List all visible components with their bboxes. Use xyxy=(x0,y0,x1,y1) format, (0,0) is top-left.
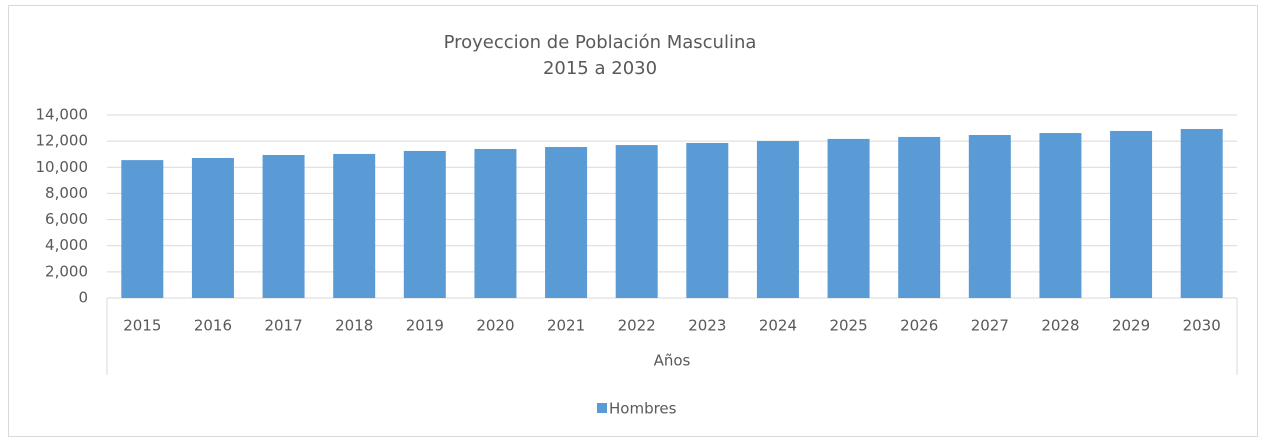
x-tick-label: 2021 xyxy=(547,317,585,335)
bar xyxy=(898,136,941,298)
x-tick-label: 2029 xyxy=(1112,317,1150,335)
bar xyxy=(686,142,729,298)
y-tick-label: 14,000 xyxy=(36,106,89,124)
x-tick-label: 2020 xyxy=(476,317,514,335)
bar xyxy=(191,158,234,298)
x-tick-label: 2018 xyxy=(335,317,373,335)
y-tick-label: 8,000 xyxy=(45,184,88,202)
x-tick-label: 2025 xyxy=(829,317,867,335)
y-tick-label: 2,000 xyxy=(45,262,88,280)
chart-subtitle: 2015 a 2030 xyxy=(543,58,657,79)
bar xyxy=(262,154,305,298)
bar xyxy=(121,160,164,298)
x-tick-label: 2015 xyxy=(123,317,161,335)
x-tick-label: 2028 xyxy=(1041,317,1079,335)
bar xyxy=(827,138,870,298)
x-tick-label: 2022 xyxy=(618,317,656,335)
bar xyxy=(474,148,517,298)
chart-title: Proyeccion de Población Masculina xyxy=(444,32,757,53)
bar xyxy=(403,150,446,298)
y-tick-label: 10,000 xyxy=(36,158,89,176)
bar xyxy=(333,153,376,298)
x-tick-label: 2027 xyxy=(971,317,1009,335)
x-axis-label: Años xyxy=(654,352,691,370)
x-tick-label: 2030 xyxy=(1183,317,1221,335)
bar xyxy=(545,147,588,298)
x-tick-label: 2026 xyxy=(900,317,938,335)
y-tick-label: 4,000 xyxy=(45,236,88,254)
bar xyxy=(756,141,799,298)
bar xyxy=(1180,128,1223,298)
bar xyxy=(1039,133,1082,298)
x-tick-label: 2024 xyxy=(759,317,797,335)
legend-swatch xyxy=(597,403,607,413)
y-tick-label: 12,000 xyxy=(36,132,89,150)
x-tick-label: 2017 xyxy=(264,317,302,335)
bar xyxy=(968,134,1011,298)
x-tick-label: 2016 xyxy=(194,317,232,335)
x-tick-label: 2019 xyxy=(406,317,444,335)
x-tick-label: 2023 xyxy=(688,317,726,335)
legend-label: Hombres xyxy=(609,400,677,418)
bar xyxy=(615,145,658,298)
bar xyxy=(1110,130,1153,298)
y-tick-label: 6,000 xyxy=(45,210,88,228)
y-tick-label: 0 xyxy=(78,289,88,307)
